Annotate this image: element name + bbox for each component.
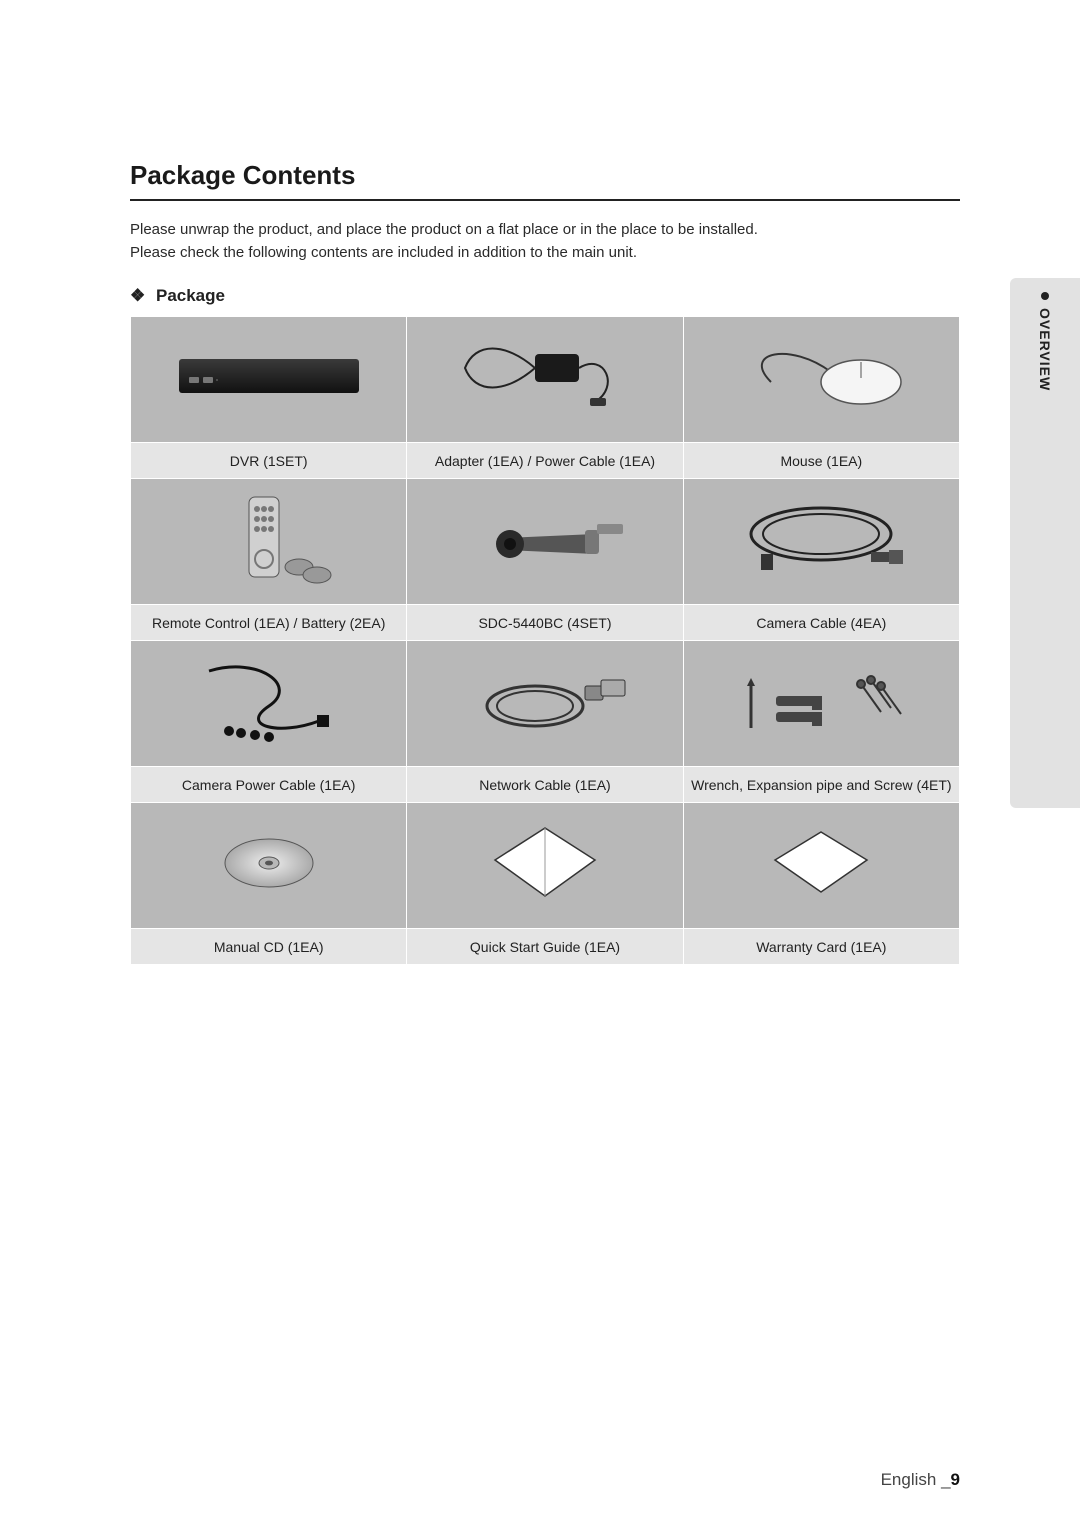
dvr-icon (169, 347, 369, 407)
package-grid: DVR (1SET) Adapter (1EA) / Power Cable (… (130, 316, 960, 965)
item-image-guide (407, 803, 683, 929)
item-label: Warranty Card (1EA) (683, 929, 959, 965)
subsection-label: Package (156, 286, 225, 305)
remote-icon (169, 489, 369, 589)
network-cable-icon (445, 656, 645, 746)
item-image-adapter (407, 317, 683, 443)
item-label: DVR (1SET) (131, 443, 407, 479)
document-icon (475, 818, 615, 908)
document-icon (751, 818, 891, 908)
item-image-cd (131, 803, 407, 929)
section-title: Package Contents (130, 160, 960, 191)
camera-cable-icon (721, 494, 921, 584)
power-cable-icon (169, 651, 369, 751)
item-image-camera-cable (683, 479, 959, 605)
intro-text: Please unwrap the product, and place the… (130, 219, 960, 264)
item-label: Camera Power Cable (1EA) (131, 767, 407, 803)
item-label: Mouse (1EA) (683, 443, 959, 479)
intro-line-1: Please unwrap the product, and place the… (130, 221, 758, 238)
item-image-wrench-set (683, 641, 959, 767)
footer-page-number: 9 (951, 1470, 960, 1489)
item-label: Adapter (1EA) / Power Cable (1EA) (407, 443, 683, 479)
item-image-network-cable (407, 641, 683, 767)
cd-icon (209, 823, 329, 903)
mouse-icon (721, 332, 921, 422)
item-label: Manual CD (1EA) (131, 929, 407, 965)
item-image-mouse (683, 317, 959, 443)
item-image-power-cable (131, 641, 407, 767)
adapter-icon (445, 332, 645, 422)
item-label: Camera Cable (4EA) (683, 605, 959, 641)
subsection-heading: Package (130, 286, 960, 306)
intro-line-2: Please check the following contents are … (130, 244, 637, 261)
item-image-dvr (131, 317, 407, 443)
item-image-remote (131, 479, 407, 605)
camera-icon (445, 494, 645, 584)
item-label: Network Cable (1EA) (407, 767, 683, 803)
page-footer: English _9 (881, 1470, 960, 1490)
item-label: SDC-5440BC (4SET) (407, 605, 683, 641)
footer-language: English _ (881, 1470, 951, 1489)
item-label: Wrench, Expansion pipe and Screw (4ET) (683, 767, 959, 803)
item-image-warranty (683, 803, 959, 929)
item-image-camera (407, 479, 683, 605)
section-divider (130, 199, 960, 201)
item-label: Remote Control (1EA) / Battery (2EA) (131, 605, 407, 641)
wrench-icon (721, 656, 921, 746)
item-label: Quick Start Guide (1EA) (407, 929, 683, 965)
page-content: Package Contents Please unwrap the produ… (0, 0, 1080, 1005)
